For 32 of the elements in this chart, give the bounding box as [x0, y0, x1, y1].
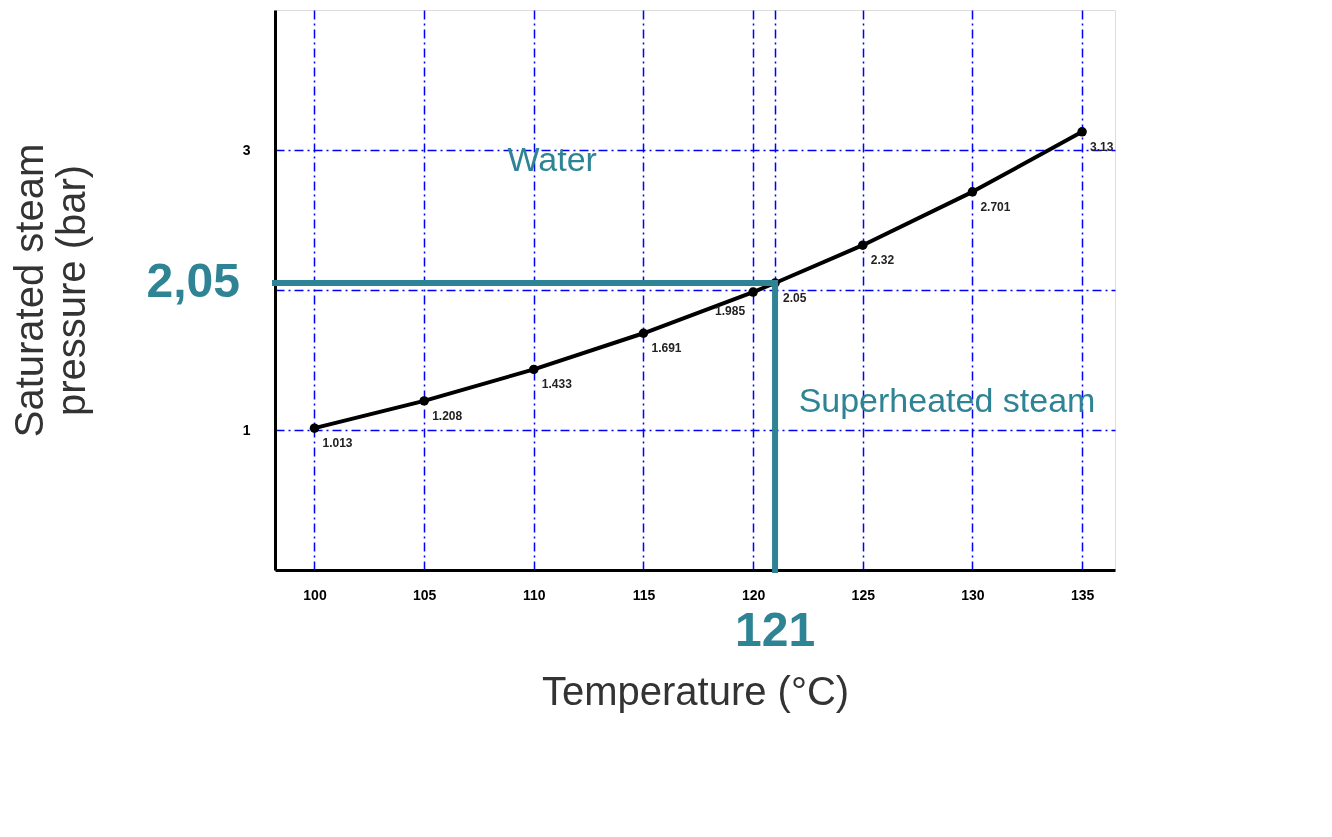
point	[1077, 127, 1087, 137]
x-tick-label: 105	[412, 586, 437, 603]
point	[858, 240, 868, 250]
data-label: 1.691	[651, 341, 682, 356]
y-axis-title: Saturated steam pressure (bar)	[6, 143, 93, 438]
data-label: 2.701	[980, 199, 1011, 214]
ref-line-label: 121	[735, 603, 816, 656]
point	[638, 328, 649, 338]
x-tick-label: 130	[961, 586, 985, 603]
x-tick-label: 110	[523, 586, 546, 603]
point	[309, 423, 320, 433]
x-tick-label: 115	[632, 586, 656, 603]
data-label: 1.208	[432, 408, 463, 423]
data-label: 1.985	[715, 304, 746, 319]
x-tick-label: 125	[851, 586, 876, 603]
point	[419, 396, 429, 406]
y-tick-label: 3	[242, 141, 251, 158]
data-label: 1.433	[541, 377, 573, 392]
x-tick-label: 135	[1070, 586, 1095, 603]
x-tick-label: 120	[741, 586, 766, 603]
data-label: 2.05	[783, 291, 807, 305]
point	[529, 364, 539, 375]
point	[748, 287, 758, 297]
annotation: Water	[507, 140, 597, 179]
x-tick-label: 100	[303, 586, 327, 603]
y-tick-label: 1	[242, 421, 251, 438]
annotation: Superheated steam	[798, 381, 1096, 419]
ref-line-label: 2,05	[146, 254, 240, 307]
data-label: 2.32	[870, 253, 895, 268]
x-axis-title: Temperature (°C)	[541, 668, 850, 713]
data-label: 1.013	[322, 436, 353, 451]
point	[967, 187, 978, 197]
